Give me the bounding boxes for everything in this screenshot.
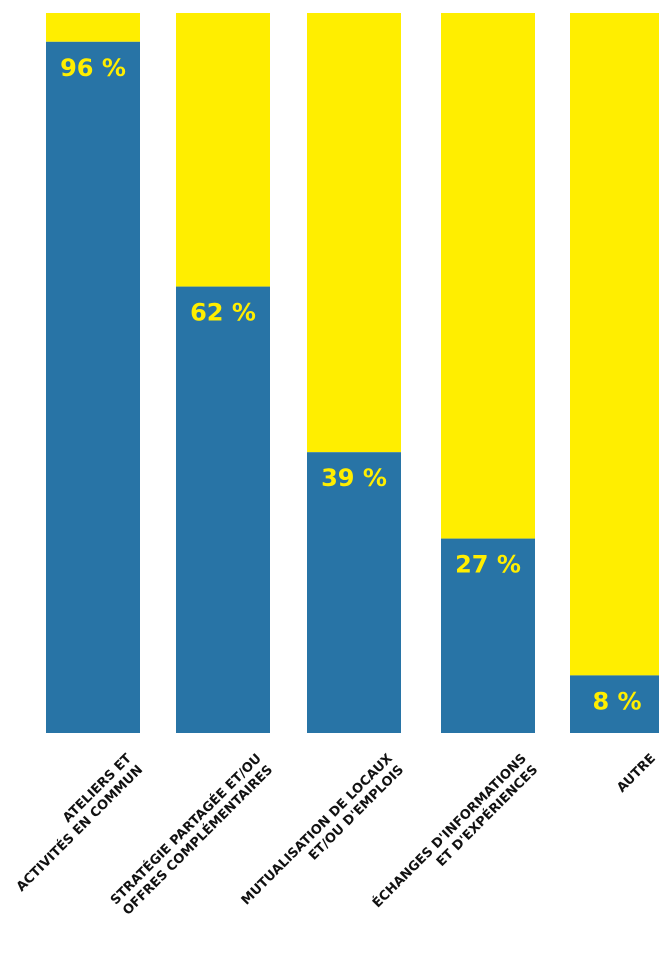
bar-remainder-2 [176,13,270,287]
bar-4 [441,538,535,733]
bar-3 [307,452,401,733]
bar-2 [176,286,270,733]
category-label-5: AUTRE [614,751,659,796]
bar-value-label-4: 27 % [455,551,521,579]
bar-value-label-1: 96 % [60,54,126,82]
category-label-line: AUTRE [614,751,659,796]
bar-value-label-3: 39 % [321,464,387,492]
category-label-line: ACTIVITÉS EN COMMUN [13,762,146,895]
bar-remainder-4 [441,13,535,539]
bar-remainder-5 [570,13,659,676]
bar-remainder-1 [46,13,140,42]
category-label-line: ET/OU D'EMPLOIS [306,763,407,864]
category-label-line: ET D'EXPÉRIENCES [433,762,541,870]
bar-value-label-5: 8 % [592,687,641,715]
bar-5 [570,675,659,733]
bar-1 [46,41,140,734]
bar-value-label-2: 62 % [190,299,256,327]
bar-remainder-3 [307,13,401,453]
